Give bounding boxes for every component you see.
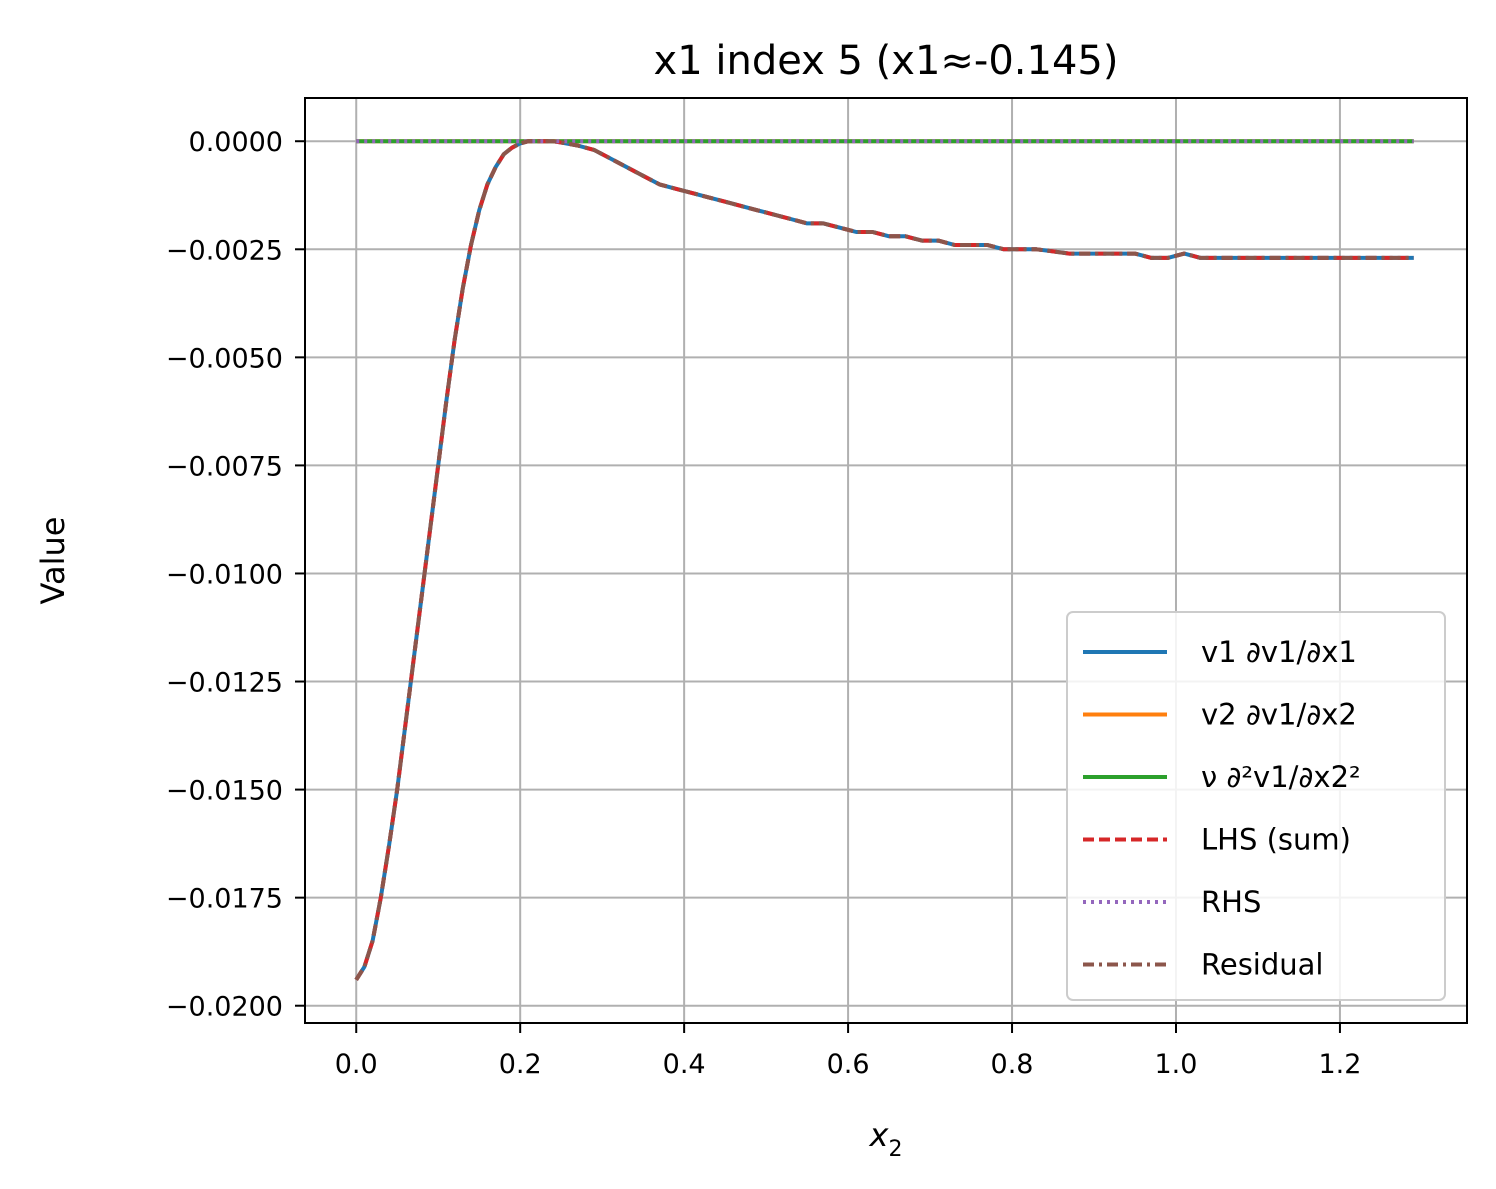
y-tick-label: 0.0000 bbox=[189, 127, 283, 158]
x-tick-label: 1.0 bbox=[1155, 1049, 1198, 1080]
y-tick-label: −0.0050 bbox=[166, 343, 283, 374]
y-tick-label: −0.0200 bbox=[166, 992, 283, 1023]
x-tick-label: 0.0 bbox=[335, 1049, 378, 1080]
x-tick-label: 0.2 bbox=[499, 1049, 542, 1080]
legend-entry-label: ν ∂²v1/∂x2² bbox=[1201, 760, 1361, 794]
legend-entry-label: v1 ∂v1/∂x1 bbox=[1201, 635, 1357, 669]
x-tick-label: 0.6 bbox=[827, 1049, 870, 1080]
x-tick-label: 0.8 bbox=[991, 1049, 1034, 1080]
series-lines bbox=[354, 139, 1414, 981]
legend-entry-label: Residual bbox=[1201, 948, 1323, 982]
y-tick-label: −0.0100 bbox=[166, 559, 283, 590]
y-tick-label: −0.0075 bbox=[166, 451, 283, 482]
y-axis-label: Value bbox=[34, 517, 72, 605]
x-axis-label: x2 bbox=[869, 1116, 903, 1162]
x-axis-label-subscript: 2 bbox=[888, 1137, 902, 1162]
series-line-5 bbox=[354, 139, 1414, 981]
y-tick-label: −0.0025 bbox=[166, 235, 283, 266]
legend-entry-label: RHS bbox=[1201, 885, 1261, 919]
legend-entry-label: v2 ∂v1/∂x2 bbox=[1201, 698, 1357, 732]
y-tick-label: −0.0150 bbox=[166, 776, 283, 807]
ticks: 0.0 0.2 0.4 0.6 0.8 1.0 1.2 0.0000 −0.0025 −0.005… bbox=[166, 127, 1362, 1080]
legend-box bbox=[1066, 611, 1446, 1001]
x-tick-label: 1.2 bbox=[1318, 1049, 1361, 1080]
x-tick-label: 0.4 bbox=[663, 1049, 706, 1080]
x-axis-label-base: x bbox=[869, 1116, 890, 1154]
y-tick-label: −0.0175 bbox=[166, 884, 283, 915]
legend-entry-label: LHS (sum) bbox=[1201, 823, 1351, 857]
y-tick-label: −0.0125 bbox=[166, 668, 283, 699]
legend: v1 ∂v1/∂x1 v2 ∂v1/∂x2 ν ∂²v1/∂x2² LHS (sum)… bbox=[1066, 611, 1446, 1001]
axes-frame bbox=[304, 97, 1468, 1024]
chart-title: x1 index 5 (x1≈-0.145) bbox=[654, 38, 1119, 84]
